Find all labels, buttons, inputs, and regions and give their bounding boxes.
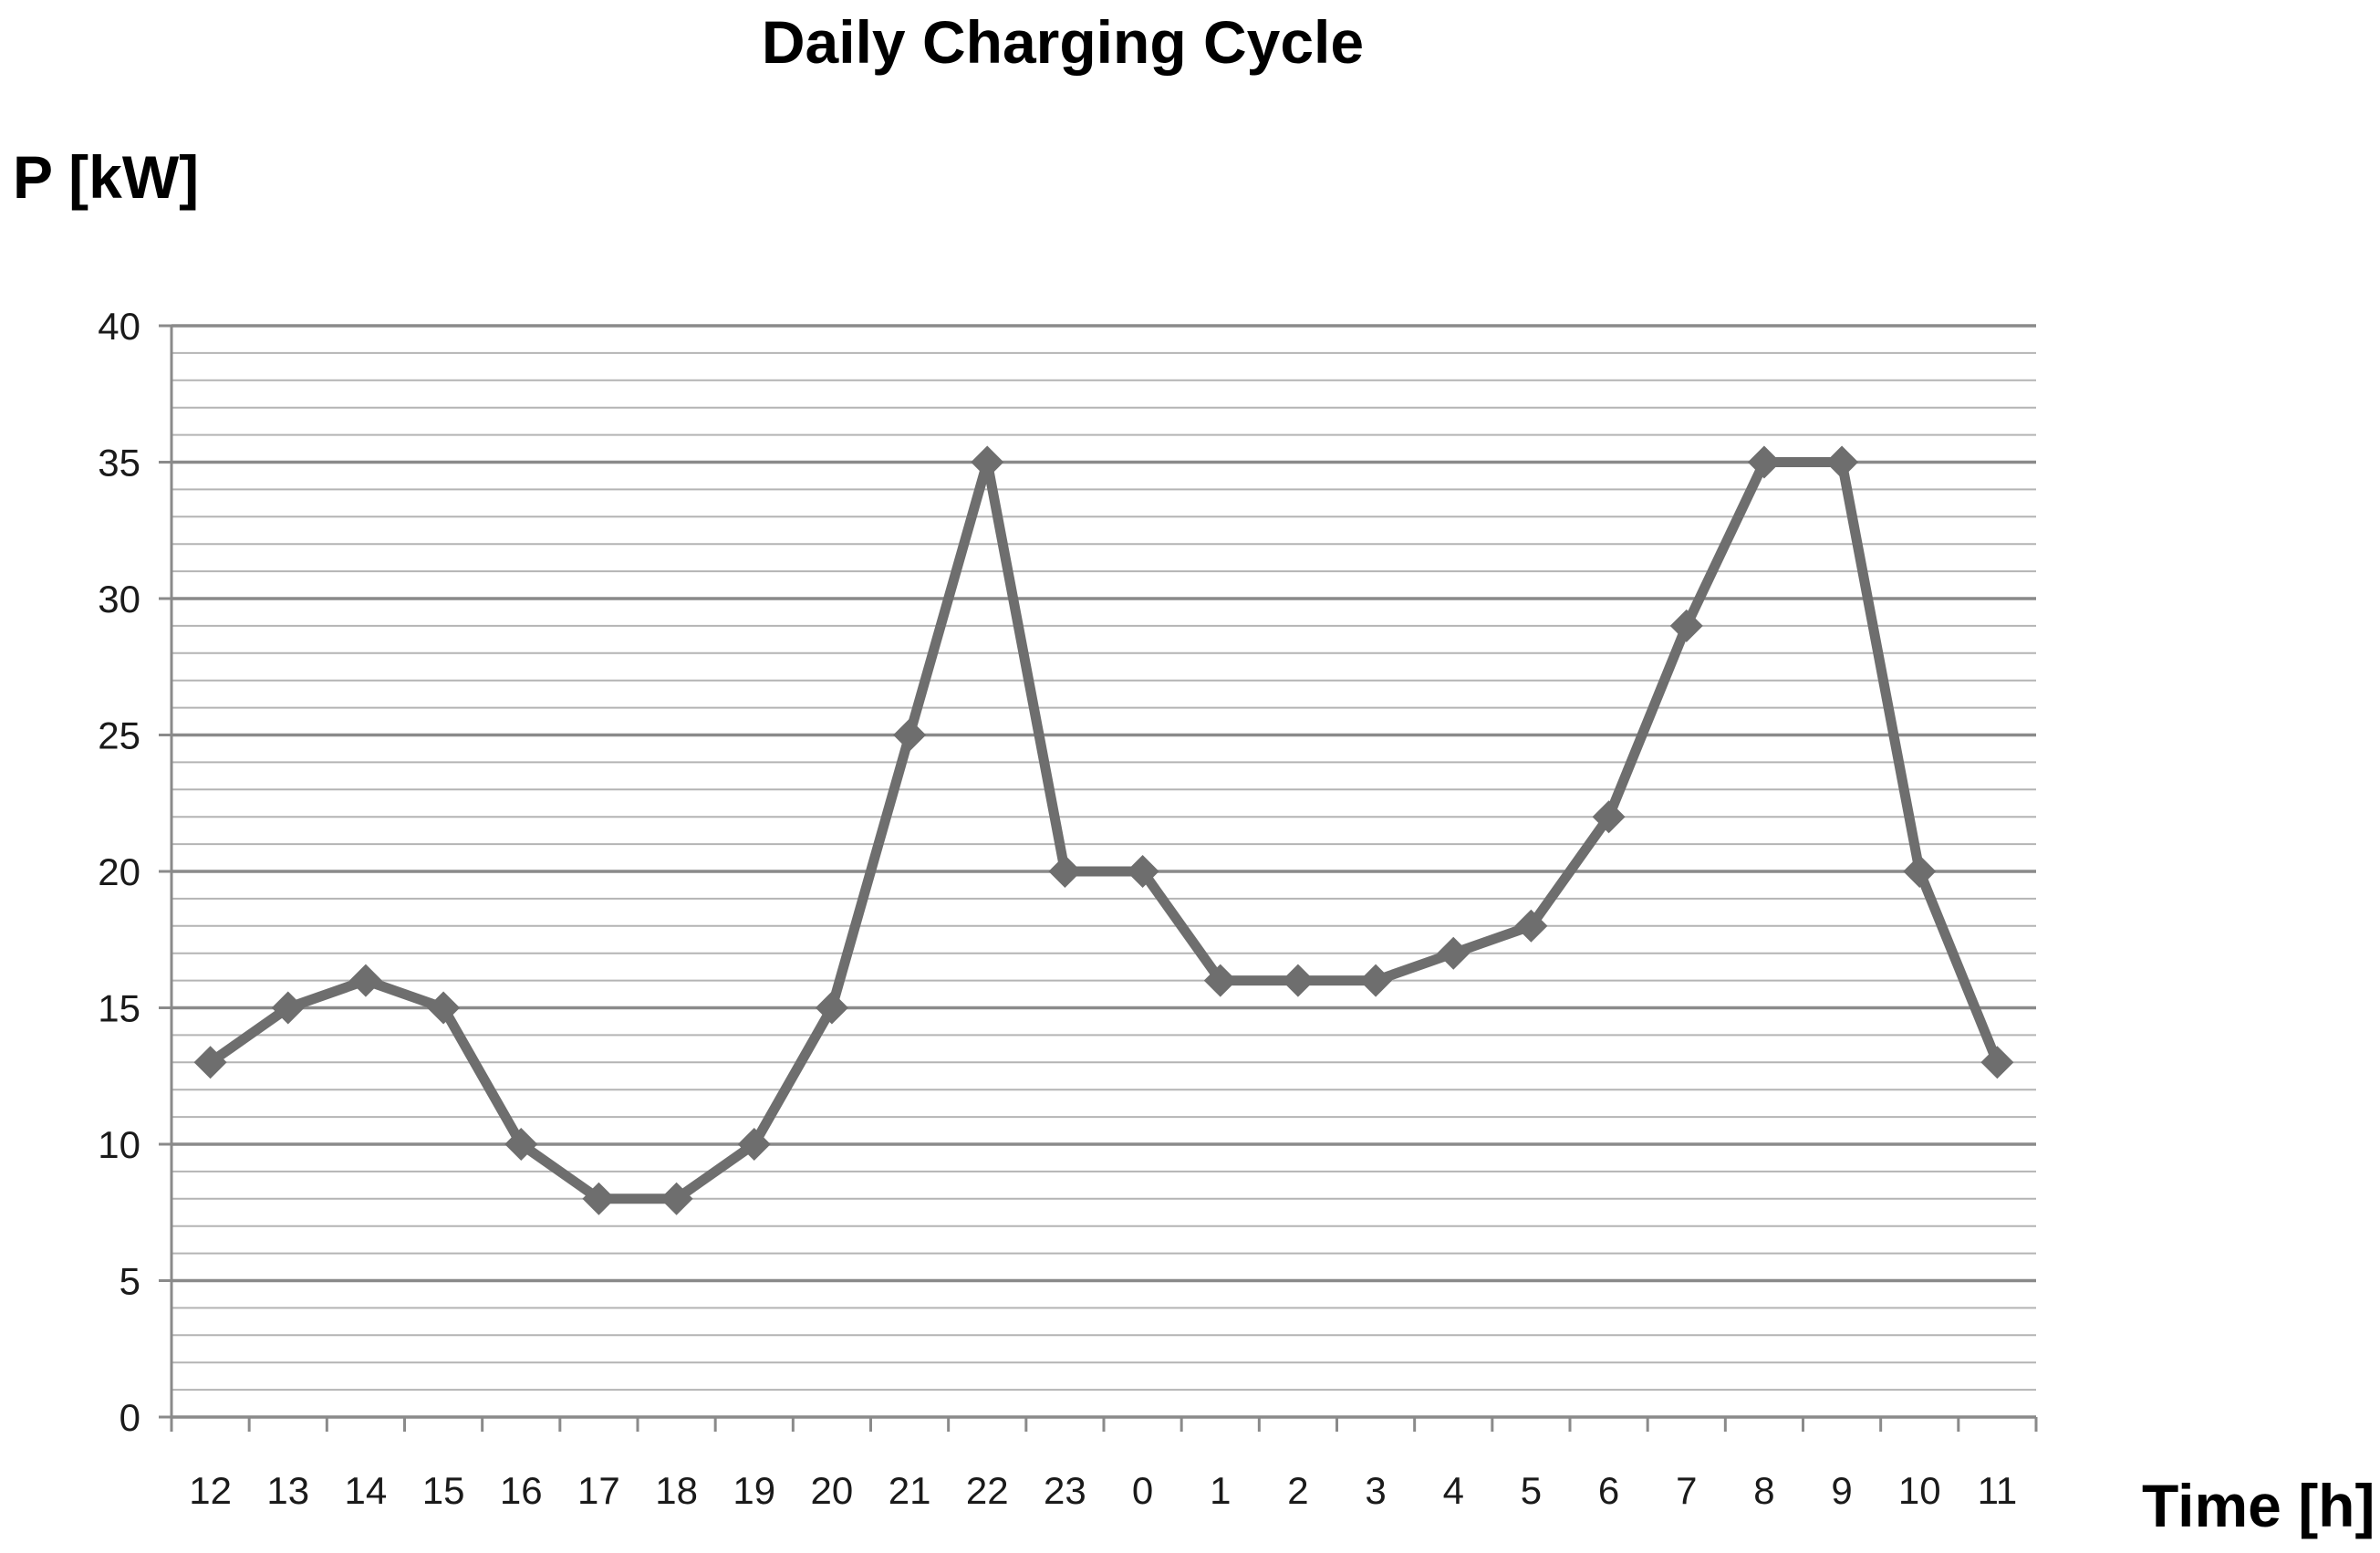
y-tick-label: 40 <box>98 305 140 348</box>
data-point-marker <box>737 1128 771 1161</box>
x-tick-label: 12 <box>189 1469 232 1512</box>
data-point-marker <box>193 1046 227 1079</box>
x-tick-label: 14 <box>345 1469 388 1512</box>
data-point-marker <box>348 964 382 997</box>
y-tick-label: 5 <box>120 1260 140 1303</box>
y-tick-label: 10 <box>98 1123 140 1166</box>
data-point-marker <box>504 1128 538 1161</box>
gridlines <box>171 324 2036 1419</box>
data-point-marker <box>815 991 848 1025</box>
x-tick-label: 2 <box>1287 1469 1308 1512</box>
x-tick-label: 7 <box>1676 1469 1697 1512</box>
x-tick-label: 22 <box>966 1469 1009 1512</box>
data-point-marker <box>1669 609 1703 642</box>
y-tick-label: 20 <box>98 850 140 893</box>
data-point-marker <box>971 445 1004 479</box>
data-point-marker <box>1048 855 1082 888</box>
x-tick-label: 4 <box>1443 1469 1464 1512</box>
x-tick-label: 21 <box>889 1469 931 1512</box>
axes <box>159 324 2038 1432</box>
x-tick-label: 20 <box>811 1469 854 1512</box>
x-tick-label: 23 <box>1044 1469 1086 1512</box>
data-point-marker <box>1203 964 1237 997</box>
x-axis-title: Time [h] <box>2142 1472 2375 1539</box>
data-point-marker <box>1592 800 1626 834</box>
data-point-marker <box>1126 855 1159 888</box>
y-tick-label: 15 <box>98 987 140 1030</box>
x-tick-label: 9 <box>1831 1469 1852 1512</box>
x-tick-label: 1 <box>1210 1469 1231 1512</box>
x-tick-label: 19 <box>733 1469 775 1512</box>
data-point-marker <box>1514 909 1548 943</box>
data-point-marker <box>1437 936 1471 970</box>
data-point-marker <box>893 718 927 752</box>
data-point-marker <box>1359 964 1393 997</box>
x-tick-label: 16 <box>500 1469 543 1512</box>
data-point-marker <box>1747 445 1781 479</box>
chart-title: Daily Charging Cycle <box>761 8 1365 76</box>
data-point-marker <box>1825 445 1859 479</box>
x-tick-label: 0 <box>1132 1469 1153 1512</box>
x-tick-label: 11 <box>1978 1469 2018 1512</box>
x-tick-label: 13 <box>266 1469 309 1512</box>
x-tick-label: 8 <box>1753 1469 1774 1512</box>
y-axis-title: P [kW] <box>13 143 200 211</box>
y-tick-label: 0 <box>120 1396 140 1439</box>
data-point-marker <box>660 1182 693 1215</box>
x-tick-label: 10 <box>1898 1469 1941 1512</box>
data-point-marker <box>1903 855 1937 888</box>
data-point-marker <box>1281 964 1315 997</box>
x-tick-label: 3 <box>1365 1469 1386 1512</box>
x-tick-label: 5 <box>1521 1469 1542 1512</box>
data-point-marker <box>1980 1046 2014 1079</box>
data-point-marker <box>582 1182 616 1215</box>
series-line <box>205 457 2002 1204</box>
x-tick-label: 15 <box>422 1469 465 1512</box>
y-tick-label: 25 <box>98 714 140 757</box>
y-tick-label: 30 <box>98 578 140 620</box>
y-tick-label: 35 <box>98 442 140 485</box>
x-tick-label: 6 <box>1598 1469 1619 1512</box>
x-tick-label: 17 <box>577 1469 620 1512</box>
data-point-marker <box>427 991 461 1025</box>
data-point-marker <box>271 991 305 1025</box>
x-tick-label: 18 <box>655 1469 698 1512</box>
series-layer <box>193 445 2014 1215</box>
